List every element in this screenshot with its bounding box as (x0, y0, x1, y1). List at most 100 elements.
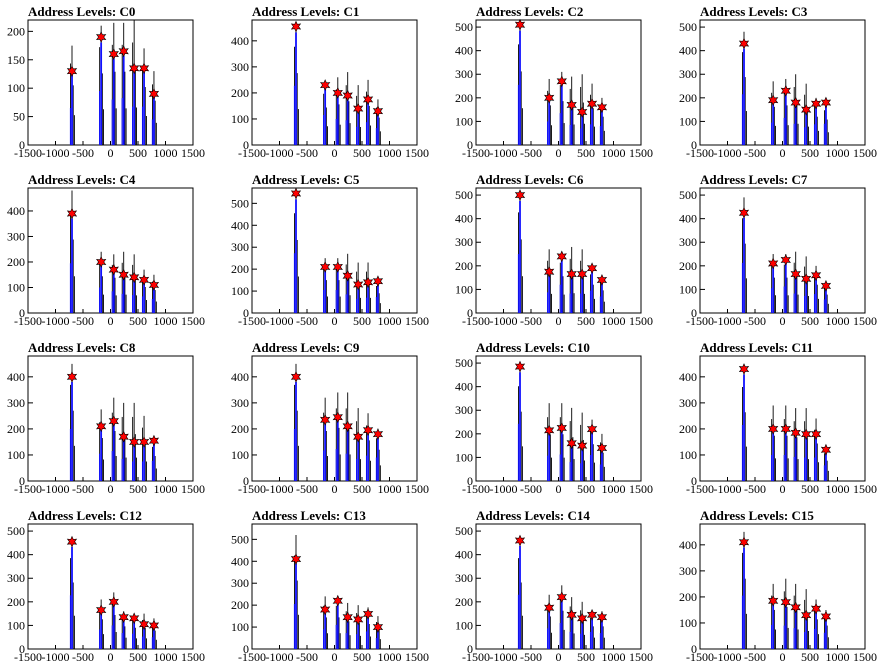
plot-frame (699, 19, 866, 146)
chart-panel: Address Levels: C9 0 100 200 300 400 -1500 -10… (224, 336, 448, 504)
x-tick-label: 500 (353, 146, 371, 160)
x-tick-label: 500 (577, 650, 595, 664)
chart-panel: Address Levels: C12 0 100 200 300 400 500 -150… (0, 504, 224, 672)
y-tick-label: 100 (231, 112, 249, 126)
x-tick-label: -1000 (490, 146, 518, 160)
peak-marker (342, 269, 353, 282)
peak-marker (138, 62, 150, 75)
y-tick-label: 300 (7, 571, 25, 585)
y-tick-label: 300 (679, 396, 697, 410)
peak-marker (738, 363, 750, 375)
chart-svg: 0 100 200 300 400 -1500 -1000 -500 0 500 1000 1500 (679, 355, 877, 496)
x-tick-label: 1500 (181, 146, 205, 160)
y-tick-label: 500 (7, 524, 25, 538)
peak-marker (544, 601, 555, 614)
x-tick-label: 0 (556, 482, 562, 496)
peak-marker (577, 106, 588, 118)
x-tick-label: -1500 (686, 146, 714, 160)
x-tick-label: 1500 (405, 650, 429, 664)
peak-marker (353, 102, 364, 115)
y-tick-label: 500 (231, 196, 249, 210)
chart-svg: 0 100 200 300 400 500 -1500 -1000 -500 0 500 1000 15… (7, 523, 205, 664)
y-tick-label: 500 (455, 524, 473, 538)
x-tick-label: 1500 (629, 314, 653, 328)
peak-marker (586, 608, 598, 621)
y-tick-label: 100 (455, 282, 473, 296)
y-tick-label: 400 (679, 538, 697, 552)
y-tick-label: 0 (19, 138, 25, 152)
chart-panel: Address Levels: C5 0 100 200 300 400 500 -1500… (224, 168, 448, 336)
peak-marker (138, 435, 150, 448)
chart-title: Address Levels: C4 (28, 172, 136, 187)
chart-panel: Address Levels: C2 0 100 200 300 400 500 -1500… (448, 0, 672, 168)
x-tick-label: -1000 (42, 482, 70, 496)
peak-marker (790, 601, 801, 614)
peak-marker (118, 430, 129, 443)
chart-panel: Address Levels: C15 0 100 200 300 400 -1500 -1… (672, 504, 896, 672)
peak-marker (372, 105, 384, 118)
peak-marker (320, 79, 331, 92)
y-tick-label: 400 (231, 218, 249, 232)
y-tick-label: 300 (231, 396, 249, 410)
chart-svg: 0 100 200 300 400 500 -1500 -1000 -500 0 500 1000 15… (679, 187, 877, 328)
peak-marker (810, 269, 822, 282)
peak-marker (290, 370, 302, 383)
y-tick-label: 200 (455, 91, 473, 105)
y-tick-label: 100 (231, 284, 249, 298)
x-tick-label: 1000 (154, 650, 178, 664)
x-tick-label: -500 (296, 482, 318, 496)
peak-marker (768, 94, 779, 107)
x-tick-label: -500 (520, 314, 542, 328)
x-tick-label: 1500 (853, 146, 877, 160)
peak-marker (738, 536, 750, 549)
plot-frame (27, 19, 194, 146)
x-tick-label: 1500 (405, 482, 429, 496)
peak-marker (577, 268, 588, 281)
x-tick-label: -500 (296, 314, 318, 328)
x-tick-label: -1500 (686, 314, 714, 328)
peak-marker (118, 268, 129, 281)
x-tick-label: 0 (556, 314, 562, 328)
peak-marker (332, 411, 343, 424)
peak-marker (290, 20, 302, 33)
x-tick-label: 1000 (154, 146, 178, 160)
x-tick-label: -500 (296, 650, 318, 664)
peak-marker (118, 611, 129, 624)
peak-marker (514, 360, 526, 373)
x-tick-label: -1000 (266, 146, 294, 160)
x-tick-label: 0 (332, 650, 338, 664)
plot-frame (699, 355, 866, 482)
x-tick-label: 0 (332, 146, 338, 160)
chart-svg: 0 100 200 300 400 -1500 -1000 -500 0 500 1000 1500 (231, 355, 429, 496)
peak-marker (372, 621, 384, 634)
peak-marker (353, 613, 364, 626)
x-tick-label: 500 (801, 482, 819, 496)
x-tick-label: -1500 (14, 314, 42, 328)
peak-marker (820, 96, 832, 109)
x-tick-label: 500 (801, 146, 819, 160)
chart-title: Address Levels: C12 (28, 508, 142, 523)
peak-marker (332, 86, 343, 99)
peak-marker (148, 278, 160, 291)
peak-marker (332, 261, 343, 273)
y-tick-label: 200 (455, 427, 473, 441)
peak-marker (108, 415, 119, 428)
peak-marker (566, 98, 577, 111)
x-tick-label: 1000 (602, 146, 626, 160)
x-tick-label: 1000 (154, 314, 178, 328)
x-tick-label: 500 (353, 482, 371, 496)
y-tick-label: 300 (455, 235, 473, 249)
y-tick-label: 500 (231, 532, 249, 546)
peak-marker (129, 271, 140, 284)
plot-frame (475, 355, 642, 482)
peak-marker (738, 37, 750, 50)
y-tick-label: 400 (231, 554, 249, 568)
y-tick-label: 200 (455, 259, 473, 273)
chart-panel: Address Levels: C6 0 100 200 300 400 500 -1500… (448, 168, 672, 336)
y-tick-label: 0 (243, 306, 249, 320)
plot-frame (699, 187, 866, 314)
x-tick-label: 1500 (629, 146, 653, 160)
x-tick-label: 500 (577, 146, 595, 160)
chart-title: Address Levels: C14 (476, 508, 590, 523)
